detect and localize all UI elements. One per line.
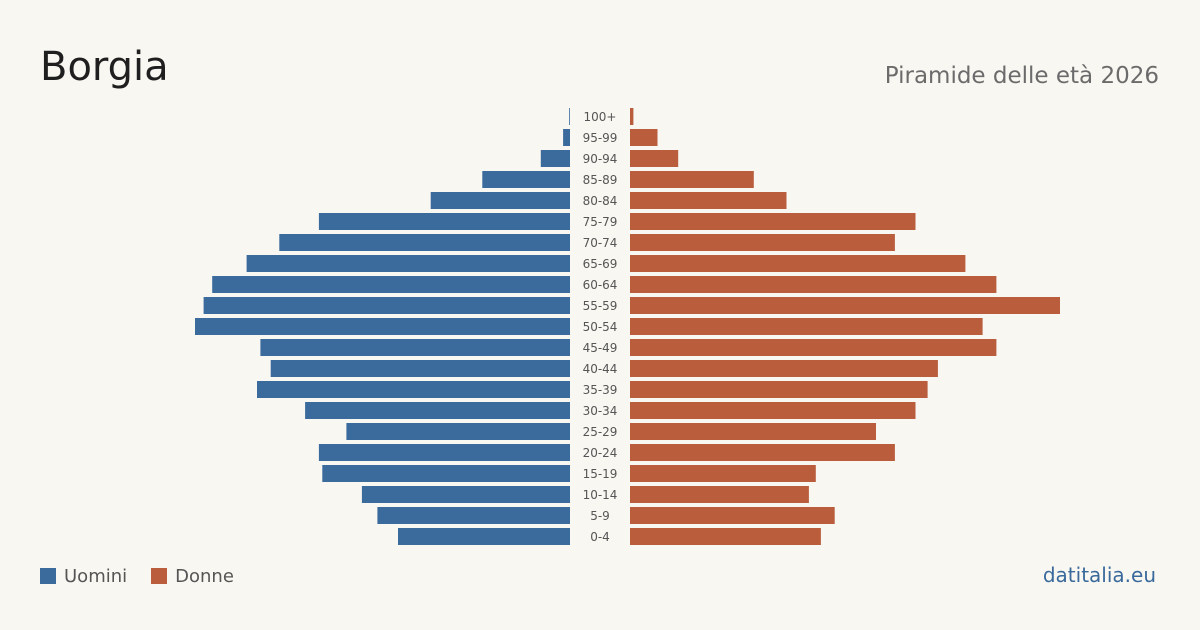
age-label-95-99: 95-99 [583,131,618,145]
age-label-5-9: 5-9 [590,509,610,523]
bar-men-50-54 [195,318,570,335]
bar-men-5-9 [377,507,570,524]
age-label-0-4: 0-4 [590,530,610,544]
age-label-80-84: 80-84 [583,194,618,208]
bar-women-95-99 [630,129,658,146]
bar-men-55-59 [203,297,570,314]
bar-women-70-74 [630,234,895,251]
age-label-40-44: 40-44 [583,362,618,376]
bar-men-35-39 [257,381,570,398]
bar-women-90-94 [630,150,679,167]
legend-item-men: Uomini [40,566,127,587]
legend-swatch-men [40,568,56,584]
age-label-65-69: 65-69 [583,257,618,271]
age-label-20-24: 20-24 [583,446,618,460]
age-label-15-19: 15-19 [583,467,618,481]
brand-link[interactable]: datitalia.eu [1042,563,1156,587]
bar-men-25-29 [346,423,570,440]
bar-men-15-19 [322,465,570,482]
age-label-85-89: 85-89 [583,173,618,187]
chart-subtitle: Piramide delle età 2026 [884,63,1159,89]
age-label-100+: 100+ [584,110,617,124]
bar-women-10-14 [630,486,809,503]
bar-women-35-39 [630,381,928,398]
bar-women-80-84 [630,192,787,209]
bar-women-15-19 [630,465,816,482]
age-label-25-29: 25-29 [583,425,618,439]
legend-label-women: Donne [175,565,234,587]
bar-men-85-89 [482,171,570,188]
bar-men-45-49 [260,339,570,356]
bar-women-75-79 [630,213,916,230]
bar-men-20-24 [318,444,570,461]
age-label-30-34: 30-34 [583,404,618,418]
bar-women-85-89 [630,171,754,188]
age-label-45-49: 45-49 [583,341,618,355]
bar-men-70-74 [279,234,570,251]
legend: Uomini Donne [40,564,258,588]
bar-men-0-4 [398,528,570,545]
age-label-70-74: 70-74 [583,236,618,250]
bar-women-20-24 [630,444,895,461]
bar-men-80-84 [430,192,570,209]
bar-men-75-79 [318,213,570,230]
bar-women-50-54 [630,318,983,335]
bar-men-30-34 [305,402,570,419]
bar-men-10-14 [361,486,570,503]
bar-women-5-9 [630,507,835,524]
bar-men-60-64 [212,276,570,293]
bar-women-40-44 [630,360,938,377]
age-label-50-54: 50-54 [583,320,618,334]
age-label-90-94: 90-94 [583,152,618,166]
legend-item-women: Donne [151,566,234,587]
bar-women-100+ [630,108,634,125]
bar-women-60-64 [630,276,997,293]
bar-women-0-4 [630,528,821,545]
age-label-60-64: 60-64 [583,278,618,292]
bar-men-40-44 [270,360,570,377]
bar-men-100+ [569,108,570,125]
page-title: Borgia [40,44,169,90]
bar-men-90-94 [540,150,570,167]
age-label-35-39: 35-39 [583,383,618,397]
bar-women-45-49 [630,339,997,356]
bar-women-25-29 [630,423,876,440]
bar-women-65-69 [630,255,966,272]
age-label-55-59: 55-59 [583,299,618,313]
bar-women-30-34 [630,402,916,419]
age-label-75-79: 75-79 [583,215,618,229]
legend-label-men: Uomini [64,565,128,587]
bar-men-65-69 [246,255,570,272]
age-label-10-14: 10-14 [583,488,618,502]
legend-swatch-women [151,568,168,584]
bar-women-55-59 [630,297,1060,314]
bar-men-95-99 [563,129,570,146]
